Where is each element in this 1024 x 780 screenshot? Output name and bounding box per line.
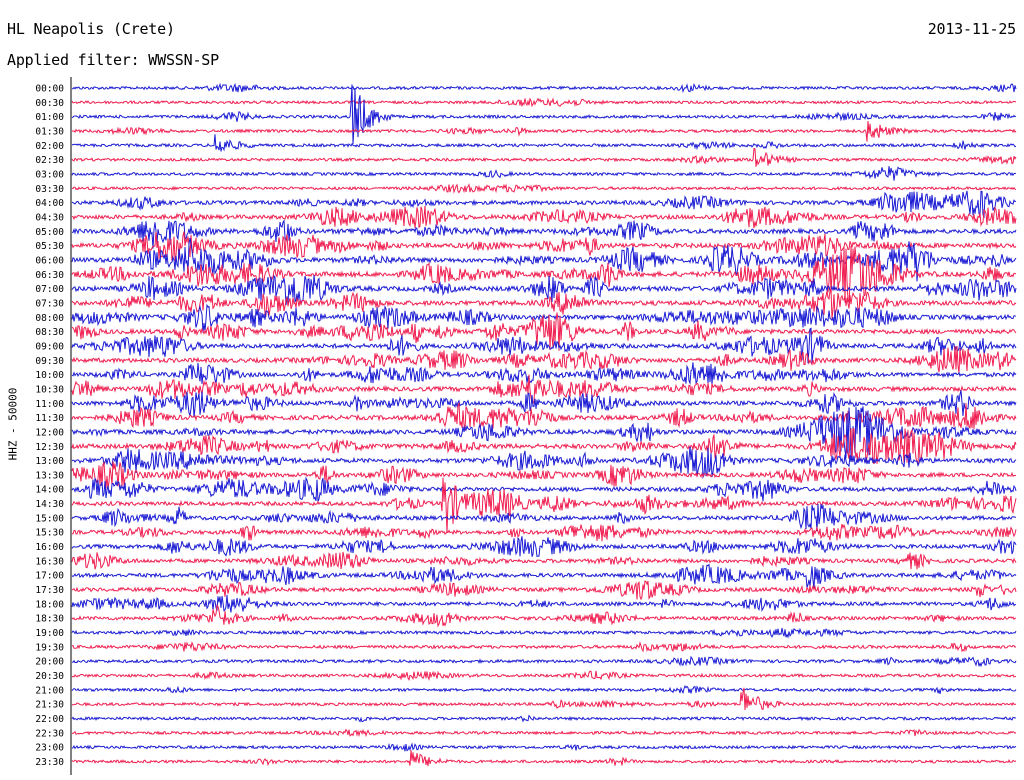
time-label: 12:30: [35, 442, 64, 453]
seismic-trace: [71, 401, 1017, 431]
seismic-trace: [71, 604, 1017, 628]
time-label: 20:30: [35, 671, 64, 682]
seismic-trace: [71, 303, 1017, 333]
time-label: 18:00: [35, 599, 64, 610]
time-label: 08:30: [35, 327, 64, 338]
time-label: 14:00: [35, 485, 64, 496]
seismic-trace: [71, 477, 1017, 533]
seismic-trace: [71, 406, 1017, 461]
seismic-trace: [71, 523, 1017, 542]
time-label: 19:00: [35, 628, 64, 639]
seismic-trace: [71, 374, 1017, 405]
time-label: 21:30: [35, 700, 64, 711]
station-title: HL Neapolis (Crete): [7, 20, 175, 38]
time-label: 05:30: [35, 241, 64, 252]
time-label: 02:00: [35, 141, 64, 152]
seismic-trace: [71, 655, 1017, 668]
time-label: 17:00: [35, 571, 64, 582]
seismic-trace: [71, 312, 1017, 351]
time-label: 09:00: [35, 341, 64, 352]
seismic-trace: [71, 476, 1017, 502]
time-label: 17:30: [35, 585, 64, 596]
seismic-trace: [71, 134, 1017, 152]
seismic-trace: [71, 684, 1017, 695]
time-label: 19:30: [35, 642, 64, 653]
seismic-trace: [71, 219, 1017, 249]
seismic-trace: [71, 728, 1017, 738]
time-label: 05:00: [35, 227, 64, 238]
time-label: 22:30: [35, 728, 64, 739]
time-label: 04:30: [35, 212, 64, 223]
time-label: 03:30: [35, 184, 64, 195]
time-label: 09:30: [35, 356, 64, 367]
seismic-trace: [71, 627, 1017, 639]
time-label: 20:00: [35, 657, 64, 668]
time-label: 18:30: [35, 614, 64, 625]
time-label: 15:00: [35, 513, 64, 524]
time-label: 16:30: [35, 556, 64, 567]
seismic-trace: [71, 327, 1017, 364]
seismic-trace: [71, 231, 1017, 262]
seismic-trace: [71, 121, 1017, 142]
time-label: 14:30: [35, 499, 64, 510]
seismic-trace: [71, 536, 1017, 557]
time-label: 08:00: [35, 313, 64, 324]
trace-group: [71, 82, 1017, 767]
time-label: 16:00: [35, 542, 64, 553]
seismic-trace: [71, 245, 1017, 304]
time-label: 23:00: [35, 743, 64, 754]
time-label: 10:00: [35, 370, 64, 381]
time-label: 01:00: [35, 112, 64, 123]
seismic-trace: [71, 742, 1017, 752]
seismic-trace: [71, 563, 1017, 589]
seismic-trace: [71, 503, 1017, 532]
filter-label: Applied filter: WWSSN-SP: [7, 51, 219, 69]
seismic-trace: [71, 641, 1017, 653]
seismic-trace: [71, 551, 1017, 570]
time-label: 03:00: [35, 169, 64, 180]
seismic-trace: [71, 274, 1017, 305]
seismic-trace: [71, 362, 1017, 386]
time-label: 12:00: [35, 427, 64, 438]
time-label: 10:30: [35, 384, 64, 395]
seismic-trace: [71, 166, 1017, 181]
time-label: 13:30: [35, 470, 64, 481]
time-label: 00:00: [35, 84, 64, 95]
time-label: 11:00: [35, 399, 64, 410]
seismic-trace: [71, 594, 1017, 613]
seismic-trace: [71, 190, 1017, 219]
time-label: 01:30: [35, 126, 64, 137]
time-label: 00:30: [35, 98, 64, 109]
time-label: 21:00: [35, 685, 64, 696]
time-label: 06:00: [35, 255, 64, 266]
seismic-trace: [71, 97, 1017, 108]
seismic-trace: [71, 670, 1017, 682]
time-label: 13:00: [35, 456, 64, 467]
seismic-trace: [71, 183, 1017, 194]
seismic-trace: [71, 750, 1017, 767]
time-label: 11:30: [35, 413, 64, 424]
time-label: 07:30: [35, 298, 64, 309]
time-label: 02:30: [35, 155, 64, 166]
seismic-trace: [71, 205, 1017, 229]
seismic-trace: [71, 580, 1017, 601]
time-label: 15:30: [35, 528, 64, 539]
seismic-trace: [71, 82, 1017, 94]
time-label: 23:30: [35, 757, 64, 768]
seismic-trace: [71, 714, 1017, 723]
seismic-trace: [71, 390, 1017, 418]
seismic-trace: [71, 446, 1017, 480]
seismic-trace: [71, 147, 1017, 167]
time-label: 06:30: [35, 270, 64, 281]
time-label-group: 00:00 00:30 01:00 01:30 02:00 02:30 03:00 03:30…: [35, 84, 64, 769]
time-label: 04:00: [35, 198, 64, 209]
seismic-trace: [71, 346, 1017, 374]
seismic-trace: [71, 84, 1017, 145]
time-label: 22:00: [35, 714, 64, 725]
seismic-trace: [71, 687, 1017, 711]
record-date: 2013-11-25: [927, 20, 1017, 38]
time-label: 07:00: [35, 284, 64, 295]
seismic-trace: [71, 460, 1017, 490]
